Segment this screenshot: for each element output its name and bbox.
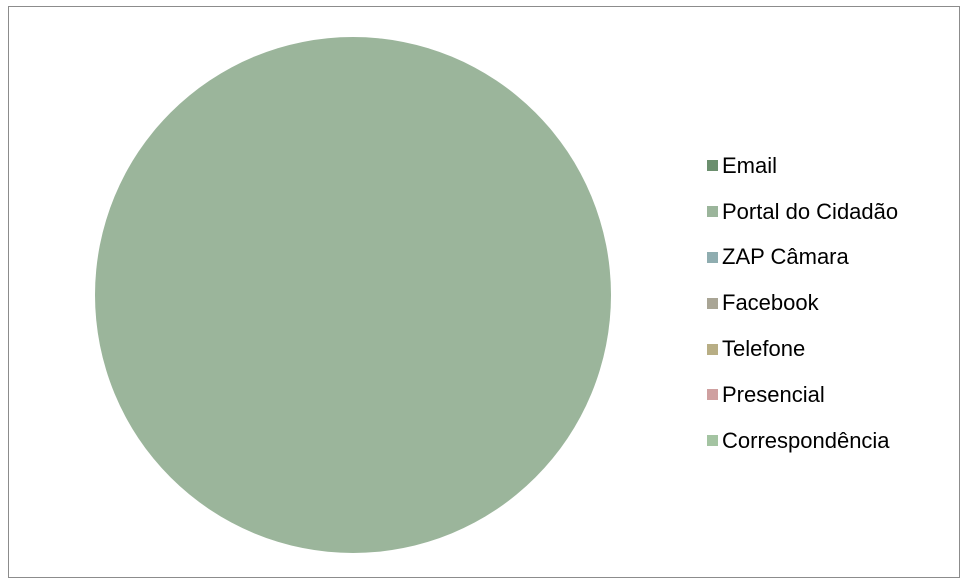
legend-item: Presencial: [707, 372, 898, 418]
legend-swatch: [707, 251, 718, 263]
legend-swatch: [707, 297, 718, 309]
legend-item: ZAP Câmara: [707, 235, 898, 281]
legend-label: ZAP Câmara: [722, 244, 849, 270]
legend-swatch: [707, 435, 718, 447]
legend-label: Telefone: [722, 336, 806, 362]
chart-legend: Email Portal do Cidadão ZAP Câmara Facebook…: [707, 143, 898, 464]
legend-item: Telefone: [707, 326, 898, 372]
legend-swatch: [707, 160, 718, 172]
legend-label: Presencial: [722, 381, 825, 407]
legend-swatch: [707, 206, 718, 218]
legend-swatch: [707, 343, 718, 355]
legend-item: Portal do Cidadão: [707, 189, 898, 235]
legend-swatch: [707, 389, 718, 401]
legend-item: Correspondência: [707, 418, 898, 464]
legend-label: Portal do Cidadão: [722, 198, 899, 224]
chart-frame: Email Portal do Cidadão ZAP Câmara Facebook…: [8, 6, 960, 578]
legend-label: Facebook: [722, 290, 819, 316]
legend-label: Correspondência: [722, 427, 890, 453]
pie-chart: [95, 37, 611, 553]
legend-item: Facebook: [707, 280, 898, 326]
legend-label: Email: [722, 152, 778, 178]
legend-item: Email: [707, 143, 898, 189]
pie-slice-portal-do-cidadao: [95, 37, 611, 553]
